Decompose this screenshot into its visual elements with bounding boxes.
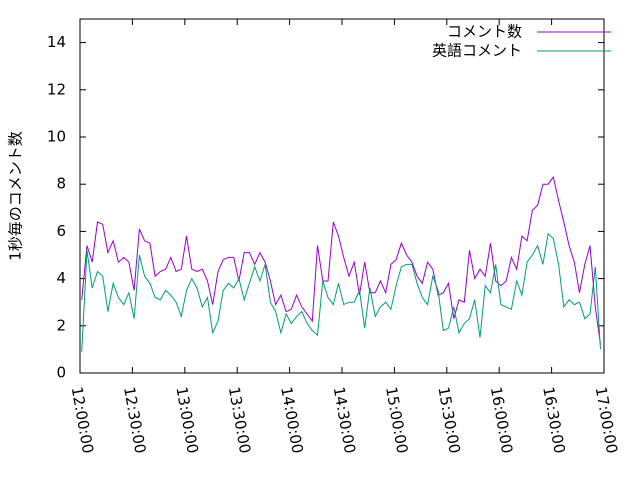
series-line (81, 175, 601, 345)
x-tick-label: 13:00:00 (172, 385, 201, 454)
y-tick-label: 6 (56, 222, 66, 240)
y-tick-label: 8 (56, 175, 66, 193)
series-line (81, 232, 601, 352)
y-tick-label: 14 (47, 33, 66, 51)
x-tick-label: 13:30:00 (225, 385, 254, 454)
x-tick-label: 15:00:00 (382, 385, 411, 454)
legend-label: コメント数 (447, 23, 522, 41)
x-tick-label: 16:30:00 (539, 385, 568, 454)
x-tick-label: 12:00:00 (68, 385, 97, 454)
x-tick-label: 17:00:00 (592, 385, 621, 454)
x-tick-label: 15:30:00 (434, 385, 463, 454)
y-tick-label: 10 (47, 128, 66, 146)
y-tick-label: 12 (47, 80, 66, 98)
plot-frame (79, 18, 605, 374)
x-tick-label: 14:30:00 (330, 385, 359, 454)
y-tick-label: 4 (56, 269, 66, 287)
y-tick-label: 2 (56, 316, 66, 334)
x-tick-label: 16:00:00 (487, 385, 516, 454)
x-tick-label: 12:30:00 (120, 385, 149, 454)
legend-label: 英語コメント (432, 42, 522, 60)
x-tick-label: 14:00:00 (277, 385, 306, 454)
y-axis-label: 1秒毎のコメント数 (7, 131, 25, 261)
y-tick-label: 0 (56, 364, 66, 382)
